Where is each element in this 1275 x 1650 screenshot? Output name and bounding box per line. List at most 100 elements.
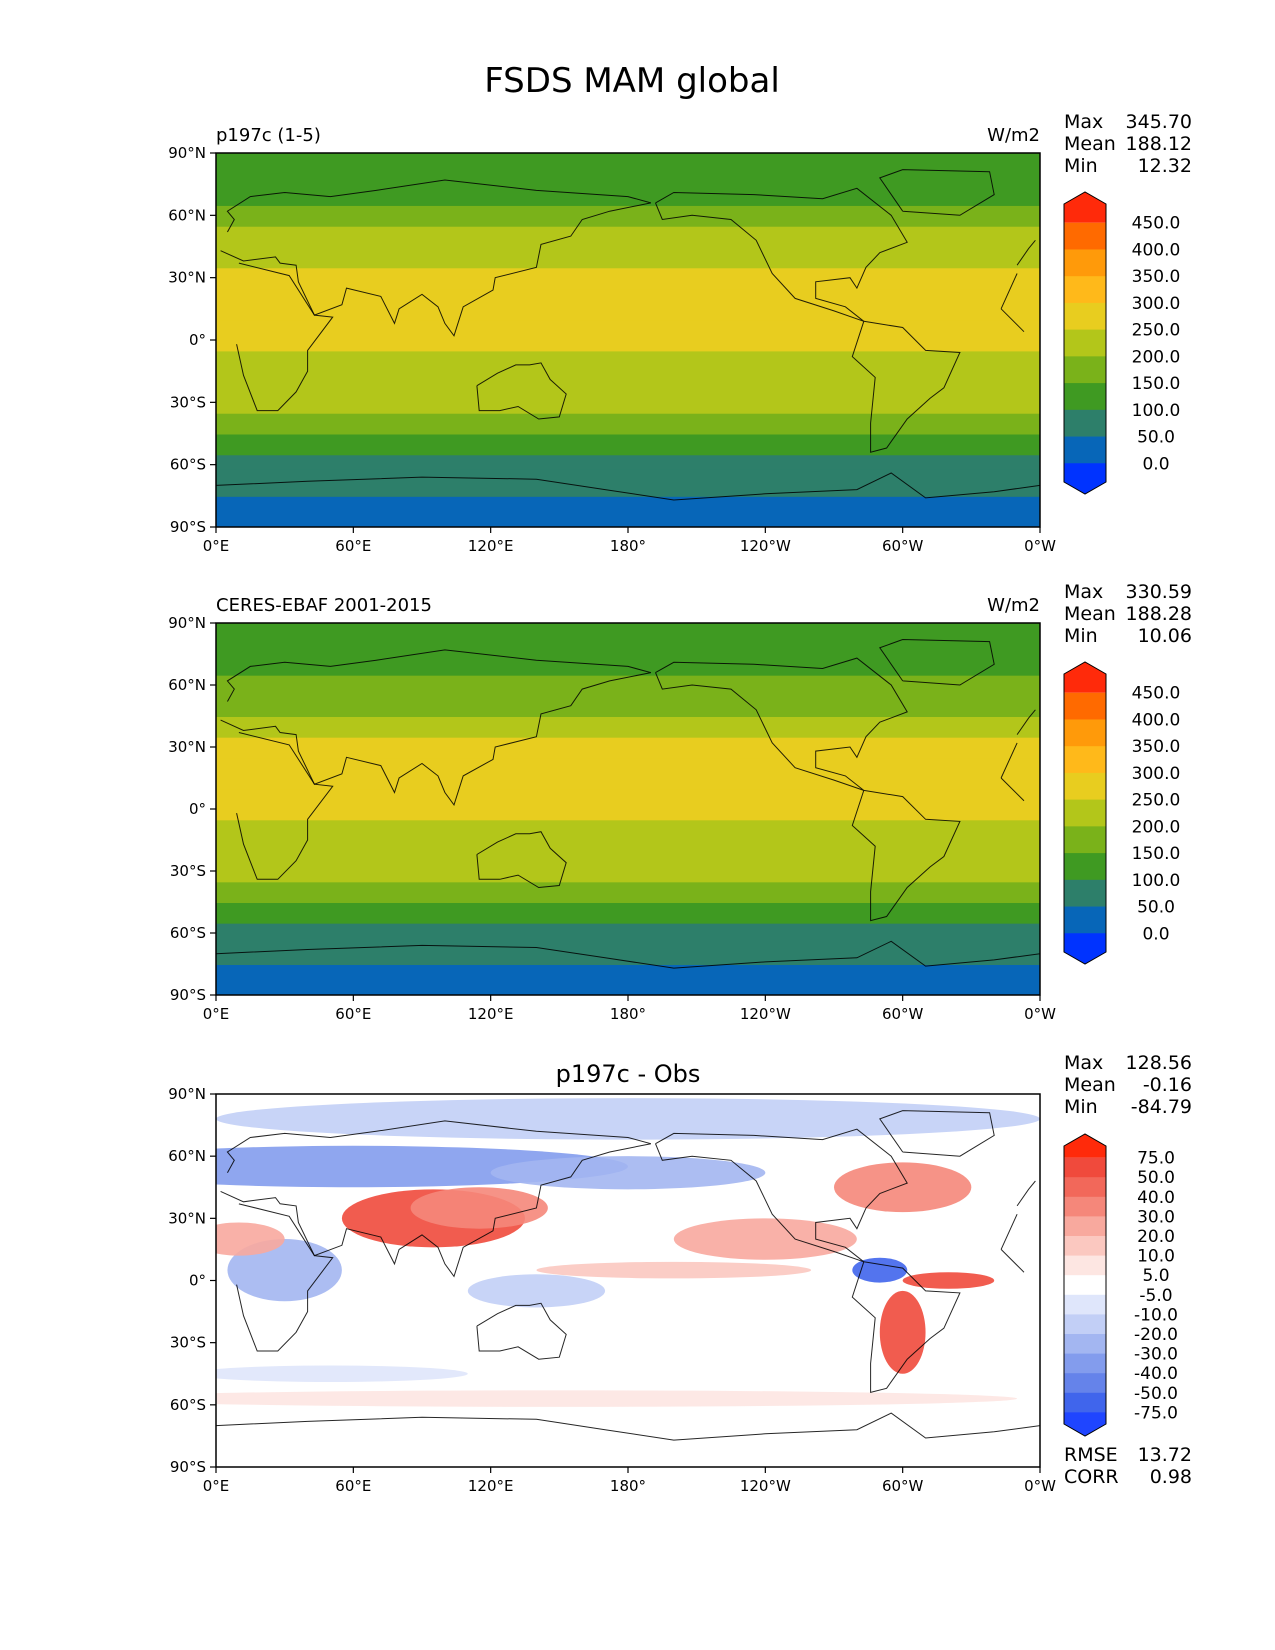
colorbar-swatch: [1064, 1157, 1106, 1178]
lat-tick-label: 60°N: [168, 676, 206, 694]
anomaly-patch: [673, 1218, 857, 1260]
lat-tick-label: 60°N: [168, 206, 206, 224]
colorbar-tick-label: -30.0: [1134, 1345, 1178, 1365]
colorbar-swatch: [1064, 1196, 1106, 1217]
stat-label-mean: Mean: [1064, 603, 1116, 625]
stat-label-max: Max: [1064, 1052, 1103, 1074]
colorbar-swatch: [1064, 356, 1106, 384]
lat-tick-label: 90°S: [170, 518, 206, 536]
rmse-label: RMSE: [1064, 1444, 1118, 1466]
colorbar-tick-label: 300.0: [1132, 764, 1181, 784]
colorbar-tick-label: 350.0: [1132, 267, 1181, 287]
colorbar-swatch: [1064, 383, 1106, 411]
panel-units: W/m2: [987, 125, 1040, 146]
colorbar-tick-label: 40.0: [1137, 1188, 1175, 1208]
lon-tick-label: 0°W: [1024, 537, 1056, 555]
lon-tick-label: 120°E: [468, 1477, 514, 1495]
colorbar-tick-label: 200.0: [1132, 347, 1181, 367]
stat-label-min: Min: [1064, 155, 1098, 177]
anomaly-patch: [216, 1390, 1017, 1407]
coastline: [220, 649, 1036, 806]
map-band: [216, 246, 1040, 269]
stat-value-mean: -0.16: [1143, 1074, 1192, 1096]
anomaly-patch: [834, 1162, 972, 1213]
map-band: [216, 225, 1040, 248]
lon-tick-label: 60°W: [882, 537, 924, 555]
lon-tick-label: 180°: [610, 1477, 646, 1495]
lon-tick-label: 60°W: [882, 1477, 924, 1495]
map-band: [216, 922, 1040, 939]
coastline: [655, 1128, 908, 1263]
map-panel-difference: 90°N 60°N 30°N 0° 30°S 60°S 90°S0°E 60°E 120°E 18…: [168, 1052, 1192, 1495]
lon-tick-label: 120°W: [740, 1477, 791, 1495]
stat-value-max: 345.70: [1126, 111, 1192, 133]
colorbar-swatch: [1064, 879, 1106, 908]
anomaly-patch: [490, 1156, 766, 1190]
lat-tick-label: 90°N: [168, 144, 206, 162]
colorbar-swatch: [1064, 1373, 1106, 1394]
colorbar-tick-label: -75.0: [1134, 1403, 1178, 1423]
lon-tick-label: 60°E: [335, 537, 371, 555]
colorbar-extend-max: [1064, 662, 1106, 693]
colorbar-tick-label: 150.0: [1132, 844, 1181, 864]
map-band: [216, 153, 1040, 186]
anomaly-patch: [216, 1098, 1040, 1140]
coastline: [851, 789, 961, 922]
lon-tick-label: 0°W: [1024, 1005, 1056, 1023]
rmse-value: 13.72: [1138, 1444, 1192, 1466]
colorbar-swatch: [1064, 692, 1106, 720]
stat-label-min: Min: [1064, 1096, 1098, 1118]
coastline: [879, 169, 995, 216]
lon-tick-label: 120°E: [468, 1005, 514, 1023]
lat-tick-label: 60°S: [170, 1396, 206, 1414]
anomaly-patch: [852, 1257, 908, 1283]
colorbar-tick-label: 150.0: [1132, 374, 1181, 394]
colorbar-swatch: [1064, 853, 1106, 881]
coastline: [476, 1302, 567, 1360]
map-band: [216, 495, 1040, 527]
lat-tick-label: 90°N: [168, 614, 206, 632]
map-band: [216, 695, 1040, 717]
colorbar-swatch: [1064, 1177, 1106, 1198]
map-band: [216, 623, 1040, 655]
map-field: [216, 153, 1040, 527]
map-band: [216, 674, 1040, 697]
colorbar-swatch: [1064, 1216, 1106, 1237]
colorbar-tick-label: 450.0: [1132, 684, 1181, 704]
stat-label-min: Min: [1064, 625, 1098, 647]
coastline: [655, 187, 908, 322]
colorbar-swatch: [1064, 436, 1106, 464]
map-field: [216, 1094, 1040, 1467]
lon-tick-label: 60°E: [335, 1477, 371, 1495]
map-panel-test: 90°N 60°N 30°N 0° 30°S 60°S 90°S0°E 60°E 120°E 18…: [168, 111, 1192, 555]
lon-tick-label: 60°W: [882, 1005, 924, 1023]
colorbar-tick-label: 50.0: [1137, 898, 1175, 918]
coastline: [236, 262, 1025, 412]
coastline: [236, 1203, 1025, 1352]
coastline: [216, 1412, 1040, 1441]
lat-tick-label: 0°: [189, 1272, 206, 1290]
stat-value-max: 128.56: [1126, 1052, 1192, 1074]
map-band: [216, 350, 1040, 383]
coastline: [216, 472, 1040, 501]
colorbar-swatch: [1064, 772, 1106, 801]
panel-left-title: CERES-EBAF 2001-2015: [216, 595, 432, 616]
colorbar-swatch: [1064, 719, 1106, 747]
lat-tick-label: 60°S: [170, 456, 206, 474]
colorbar-tick-label: 400.0: [1132, 710, 1181, 730]
colorbar-tick-label: 400.0: [1132, 240, 1181, 260]
lat-tick-label: 0°: [189, 331, 206, 349]
coastline: [476, 362, 567, 420]
map-band: [216, 819, 1040, 852]
colorbar-tick-label: 0.0: [1142, 924, 1169, 944]
map-band: [216, 850, 1040, 883]
map-band: [216, 736, 1040, 759]
colorbar-swatch: [1064, 1255, 1106, 1276]
stat-label-max: Max: [1064, 111, 1103, 133]
colorbar-tick-label: 450.0: [1132, 214, 1181, 234]
colorbar-swatch: [1064, 222, 1106, 250]
colorbar-swatch: [1064, 409, 1106, 438]
colorbar-tick-label: 75.0: [1137, 1149, 1175, 1169]
colorbar-swatch: [1064, 302, 1106, 331]
colorbar-tick-label: 50.0: [1137, 428, 1175, 448]
